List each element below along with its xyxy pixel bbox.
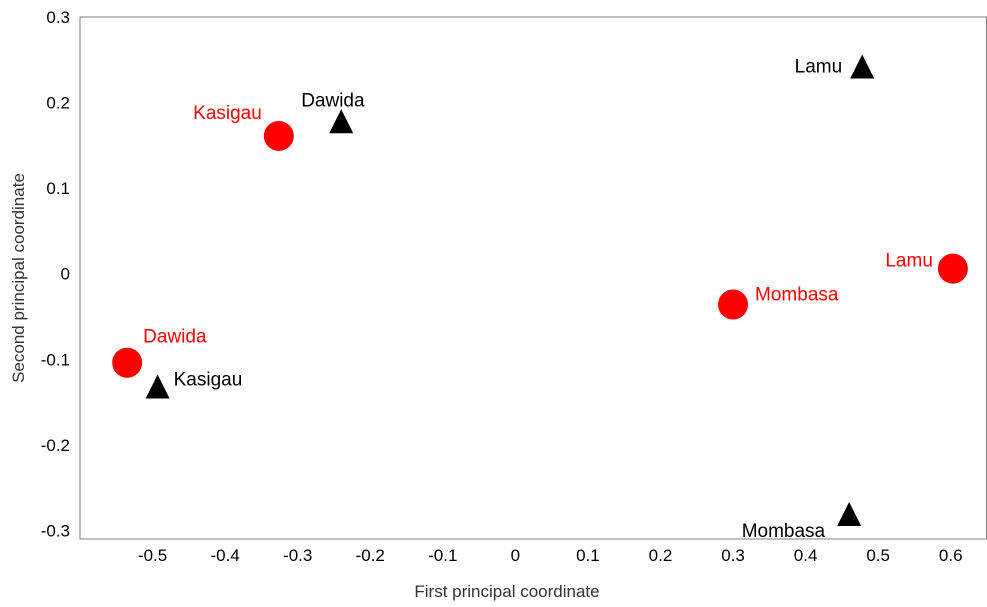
point-circle-dawida (112, 347, 143, 378)
y-tick-labels: 0.3 0.2 0.1 0 -0.1 -0.2 -0.3 (41, 8, 70, 540)
point-triangle-lamu (850, 54, 875, 79)
point-label: Kasigau (193, 103, 262, 124)
point-label: Dawida (143, 327, 207, 348)
point-label: Lamu (885, 251, 933, 272)
y-tick-label: 0.3 (46, 8, 70, 27)
x-axis-title: First principal coordinate (414, 582, 599, 601)
y-tick-label: -0.3 (41, 521, 70, 540)
point-label: Mombasa (755, 285, 839, 306)
x-tick-label: 0.1 (576, 546, 600, 565)
y-tick-label: -0.1 (41, 350, 70, 369)
y-axis-title: Second principal coordinate (9, 173, 28, 383)
point-circle-lamu (937, 253, 968, 284)
x-tick-label: 0 (511, 546, 520, 565)
x-tick-label: 0.3 (721, 546, 745, 565)
x-tick-label: -0.4 (210, 546, 239, 565)
plot-frame (79, 16, 987, 540)
point-triangle-dawida (329, 109, 354, 134)
point-circle-kasigau (263, 120, 294, 151)
point-label: Kasigau (174, 370, 243, 391)
x-tick-label: 0.5 (866, 546, 890, 565)
point-labels: Kasigau Dawida Mombasa Lamu Dawida Kasigau Lam… (143, 56, 933, 542)
axes (79, 16, 987, 540)
x-tick-label: -0.1 (428, 546, 457, 565)
x-tick-label: -0.2 (356, 546, 385, 565)
x-tick-label: 0.2 (649, 546, 673, 565)
point-label: Mombasa (742, 521, 826, 542)
data-points (112, 54, 968, 527)
y-tick-label: 0.2 (46, 94, 70, 113)
point-label: Lamu (795, 56, 843, 77)
point-triangle-mombasa (837, 502, 862, 527)
x-tick-label: 0.6 (939, 546, 963, 565)
x-tick-label: -0.3 (283, 546, 312, 565)
y-tick-label: -0.2 (41, 436, 70, 455)
x-tick-label: -0.5 (138, 546, 167, 565)
x-tick-labels: -0.5 -0.4 -0.3 -0.2 -0.1 0 0.1 0.2 0.3 0.4 0.5 0.6 (138, 546, 963, 565)
y-tick-label: 0 (61, 265, 70, 284)
point-circle-mombasa (718, 289, 749, 320)
point-label: Dawida (301, 90, 365, 111)
y-tick-label: 0.1 (46, 179, 70, 198)
x-tick-label: 0.4 (794, 546, 818, 565)
point-triangle-kasigau (145, 374, 170, 399)
